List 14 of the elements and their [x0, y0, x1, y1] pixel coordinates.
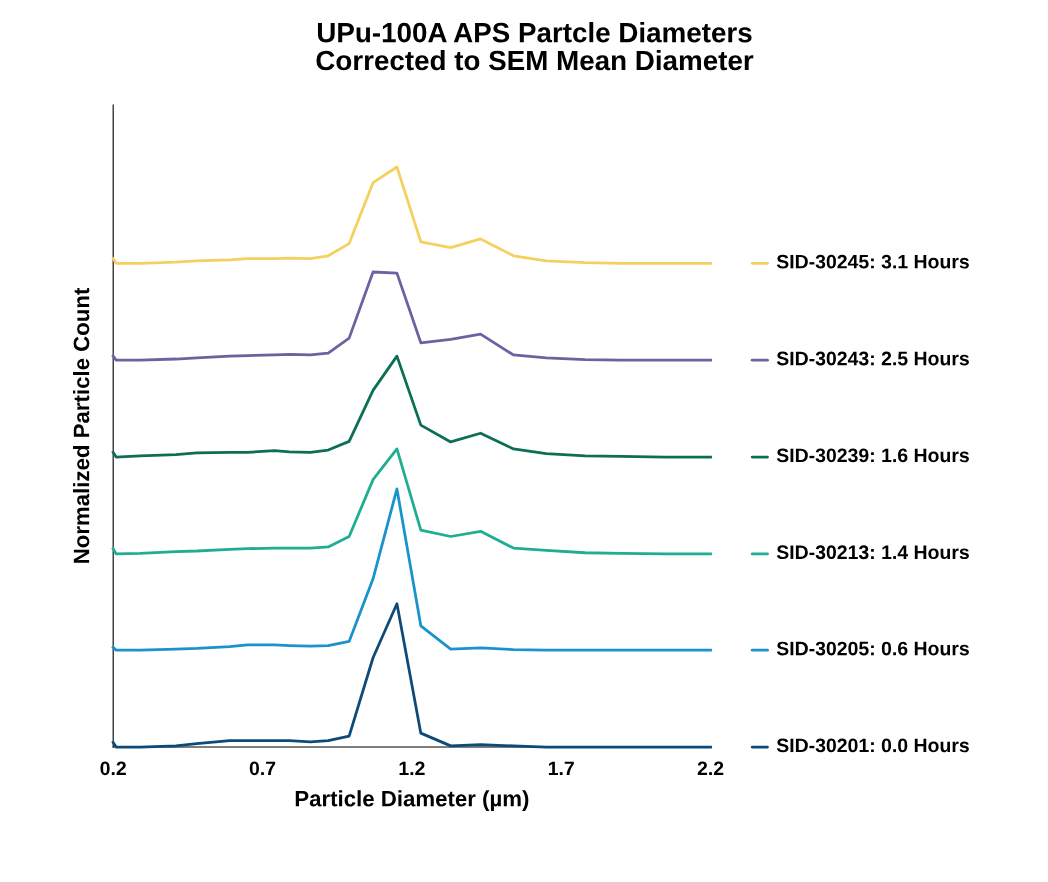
legend-label: SID-30243: 2.5 Hours	[776, 351, 969, 366]
legend-label: SID-30213: 1.4 Hours	[776, 545, 969, 560]
x-tick-label: 1.2	[399, 761, 425, 776]
y-axis-title: Normalized Particle Count	[73, 287, 90, 563]
x-axis-title: Particle Diameter (µm)	[295, 790, 529, 811]
x-tick-label: 2.2	[697, 761, 724, 776]
x-tick-label: 0.7	[249, 761, 276, 776]
chart-title: UPu-100A APS Partcle Diameters Corrected to SEM Mean Diameter	[316, 22, 754, 71]
legend-label: SID-30201: 0.0 Hours	[776, 738, 969, 753]
legend-label: SID-30245: 3.1 Hours	[776, 254, 969, 269]
legend-label: SID-30205: 0.6 Hours	[776, 641, 969, 656]
x-tick-label: 0.2	[100, 761, 126, 776]
legend-label: SID-30239: 1.6 Hours	[776, 448, 969, 463]
x-tick-label: 1.7	[548, 761, 574, 776]
